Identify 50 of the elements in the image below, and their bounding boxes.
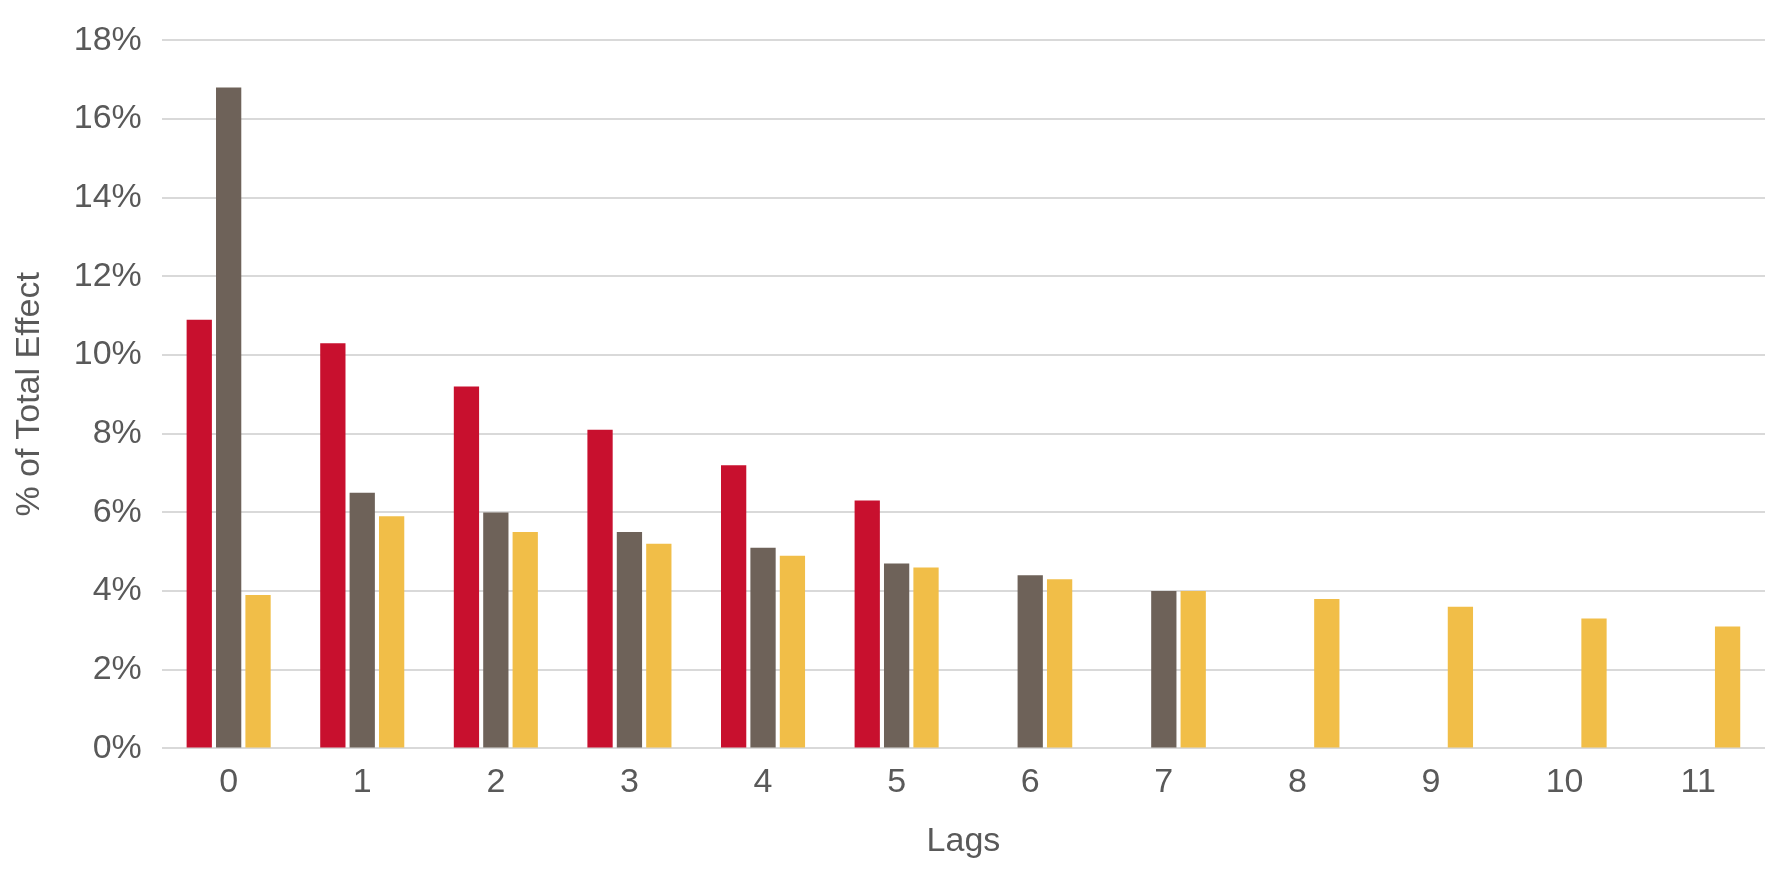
y-tick-label: 16% bbox=[73, 97, 142, 136]
bar bbox=[1447, 606, 1474, 748]
x-tick-label: 10 bbox=[1545, 761, 1584, 800]
bar bbox=[1180, 591, 1206, 748]
x-tick-label: 4 bbox=[753, 761, 773, 800]
bar bbox=[883, 563, 910, 748]
y-tick-label: 18% bbox=[73, 18, 142, 57]
bar bbox=[646, 543, 672, 748]
bar bbox=[349, 492, 375, 748]
y-tick-label: 4% bbox=[92, 569, 142, 608]
bar bbox=[913, 567, 939, 748]
bar bbox=[453, 386, 480, 748]
bar bbox=[779, 555, 806, 748]
x-tick-label: 6 bbox=[1020, 761, 1040, 800]
y-tick-label: 8% bbox=[92, 412, 142, 451]
x-tick-label: 9 bbox=[1421, 761, 1441, 800]
bar bbox=[379, 516, 405, 748]
x-tick-label: 7 bbox=[1154, 761, 1174, 800]
x-axis-title: Lags bbox=[926, 819, 1001, 858]
x-tick-label: 8 bbox=[1287, 761, 1307, 800]
y-tick-label: 0% bbox=[92, 726, 142, 765]
y-axis-title: % of Total Effect bbox=[7, 271, 46, 517]
x-tick-label: 2 bbox=[486, 761, 506, 800]
bar bbox=[483, 512, 509, 748]
bar bbox=[750, 547, 776, 748]
bar bbox=[1314, 598, 1340, 748]
bar bbox=[587, 429, 613, 748]
bar bbox=[1046, 579, 1073, 748]
y-tick-label: 10% bbox=[73, 333, 142, 372]
y-tick-label: 6% bbox=[92, 490, 142, 529]
bar bbox=[320, 343, 346, 748]
x-tick-label: 11 bbox=[1680, 761, 1716, 800]
x-tick-label: 1 bbox=[352, 761, 372, 800]
y-tick-label: 14% bbox=[73, 176, 142, 215]
bar bbox=[1151, 591, 1177, 748]
x-tick-label: 3 bbox=[619, 761, 639, 800]
y-tick-label: 2% bbox=[92, 648, 142, 687]
bar bbox=[854, 500, 880, 748]
bar bbox=[721, 465, 747, 748]
bar bbox=[1581, 618, 1607, 748]
bar bbox=[186, 319, 212, 748]
bar bbox=[1714, 626, 1741, 748]
bar bbox=[512, 532, 538, 748]
y-tick-label: 12% bbox=[73, 254, 142, 293]
bar bbox=[216, 87, 242, 748]
x-tick-label: 5 bbox=[887, 761, 907, 800]
bar bbox=[245, 595, 271, 748]
bar bbox=[1017, 575, 1043, 748]
x-tick-label: 0 bbox=[219, 761, 239, 800]
bar bbox=[616, 532, 643, 748]
